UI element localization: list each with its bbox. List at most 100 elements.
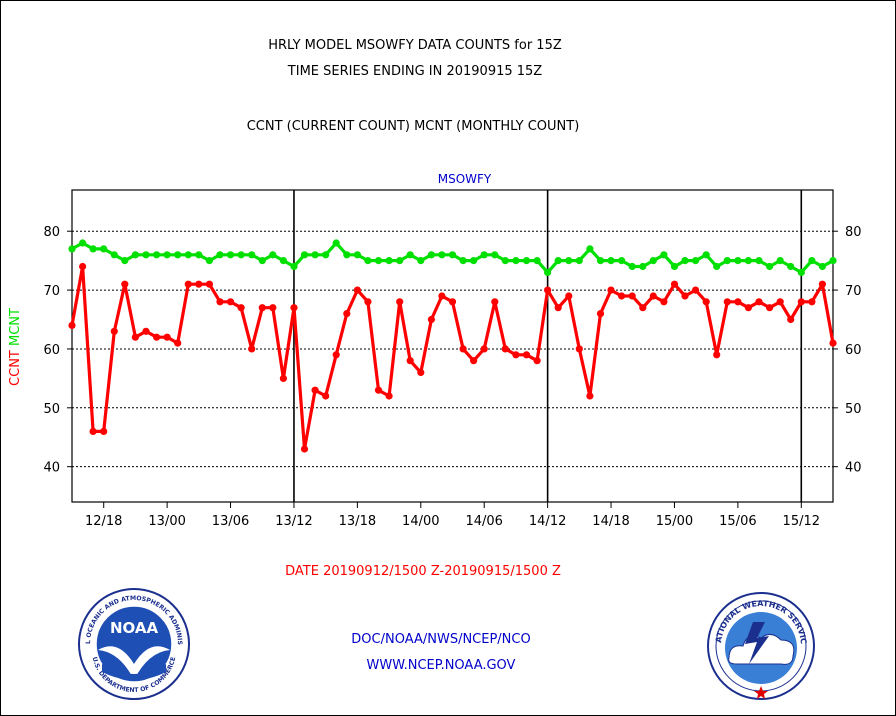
star-icon (754, 686, 768, 699)
data-point-mcnt (79, 239, 87, 247)
data-point-ccnt (744, 304, 753, 312)
data-point-ccnt (501, 345, 509, 353)
data-point-mcnt (163, 251, 171, 259)
data-point-ccnt (237, 304, 245, 312)
data-point-mcnt (353, 251, 361, 259)
data-point-ccnt (374, 386, 383, 394)
y-tick-label-right: 80 (845, 225, 862, 240)
data-point-mcnt (300, 251, 309, 259)
y-tick-label-left: 70 (43, 284, 60, 299)
x-tick-label: 15/12 (783, 514, 820, 529)
data-point-ccnt (417, 368, 425, 377)
data-point-mcnt (660, 251, 668, 259)
data-point-mcnt (586, 245, 594, 253)
plot-title: MSOWFY (438, 172, 492, 186)
data-point-mcnt (776, 257, 784, 265)
data-point-mcnt (406, 251, 414, 259)
data-point-ccnt (491, 298, 499, 306)
data-point-ccnt (290, 304, 298, 312)
data-point-mcnt (343, 251, 351, 259)
data-point-mcnt (364, 257, 372, 265)
data-point-ccnt (829, 339, 837, 347)
data-point-ccnt (79, 262, 87, 271)
x-tick-label: 12/18 (85, 514, 122, 529)
x-tick-label: 13/00 (148, 514, 185, 529)
data-point-ccnt (596, 310, 605, 318)
data-point-ccnt (396, 298, 404, 306)
data-point-mcnt (417, 257, 425, 265)
data-point-mcnt (491, 251, 499, 259)
data-point-ccnt (776, 298, 784, 306)
data-point-ccnt (797, 298, 805, 306)
data-point-ccnt (279, 374, 287, 382)
data-point-mcnt (480, 251, 488, 259)
data-point-mcnt (512, 257, 520, 265)
data-point-mcnt (248, 251, 256, 259)
data-point-mcnt (459, 257, 467, 265)
url-link[interactable]: WWW.NCEP.NOAA.GOV (366, 658, 516, 673)
data-point-ccnt (734, 298, 742, 306)
data-point-mcnt (533, 257, 541, 265)
data-point-mcnt (575, 257, 583, 265)
chart-legend-text: CCNT (CURRENT COUNT) MCNT (MONTHLY COUNT… (246, 119, 580, 134)
data-point-ccnt (385, 392, 393, 400)
data-point-ccnt (818, 280, 827, 288)
data-point-ccnt (174, 339, 182, 347)
y-tick-label-left: 50 (43, 402, 60, 417)
chart-subtitle: TIME SERIES ENDING IN 20190915 15Z (287, 64, 543, 79)
data-point-mcnt (766, 262, 774, 271)
x-tick-label: 14/00 (402, 514, 439, 529)
data-point-mcnt (734, 257, 742, 265)
data-point-mcnt (649, 257, 657, 265)
data-point-mcnt (427, 251, 435, 259)
y-tick-label-left: 40 (43, 461, 60, 476)
data-point-mcnt (713, 262, 721, 271)
data-point-mcnt (681, 257, 689, 265)
y-tick-label-left: 80 (43, 225, 60, 240)
data-point-mcnt (184, 251, 192, 259)
y-axis-label-ccnt: CCNT (8, 346, 23, 386)
data-point-ccnt (184, 280, 192, 288)
data-point-ccnt (131, 333, 139, 341)
data-point-ccnt (258, 304, 266, 312)
data-point-mcnt (448, 251, 457, 259)
data-point-ccnt (343, 310, 351, 318)
data-point-ccnt (766, 304, 774, 312)
data-point-ccnt (142, 327, 150, 335)
data-point-ccnt (480, 345, 488, 353)
y-tick-label-right: 70 (845, 284, 862, 299)
data-point-mcnt (692, 257, 700, 265)
data-point-mcnt (787, 262, 795, 271)
data-point-mcnt (723, 257, 731, 265)
data-point-ccnt (195, 280, 203, 288)
data-point-mcnt (522, 257, 531, 265)
data-point-ccnt (427, 315, 435, 324)
data-point-mcnt (153, 251, 161, 259)
data-point-ccnt (459, 345, 467, 353)
data-point-mcnt (258, 257, 266, 265)
data-point-mcnt (639, 262, 647, 271)
data-point-ccnt (660, 298, 668, 306)
plot-area (71, 189, 834, 503)
data-point-ccnt (702, 298, 710, 306)
data-point-mcnt (607, 257, 615, 265)
data-point-ccnt (448, 298, 457, 306)
data-point-mcnt (311, 251, 319, 259)
y-axis-label-mcnt: MCNT (8, 308, 23, 346)
data-point-ccnt (248, 345, 256, 353)
data-point-ccnt (628, 292, 636, 300)
data-point-ccnt (565, 292, 573, 300)
data-point-ccnt (269, 304, 277, 312)
data-point-ccnt (533, 357, 541, 365)
data-point-ccnt (100, 427, 108, 435)
data-point-ccnt (522, 351, 531, 359)
data-point-mcnt (322, 251, 330, 259)
x-tick-label: 14/18 (592, 514, 629, 529)
data-point-mcnt (237, 251, 245, 259)
data-point-mcnt (670, 262, 679, 271)
data-point-ccnt (692, 286, 700, 294)
data-point-ccnt (723, 298, 731, 306)
x-tick-label: 14/12 (529, 514, 566, 529)
data-point-ccnt (226, 298, 235, 306)
